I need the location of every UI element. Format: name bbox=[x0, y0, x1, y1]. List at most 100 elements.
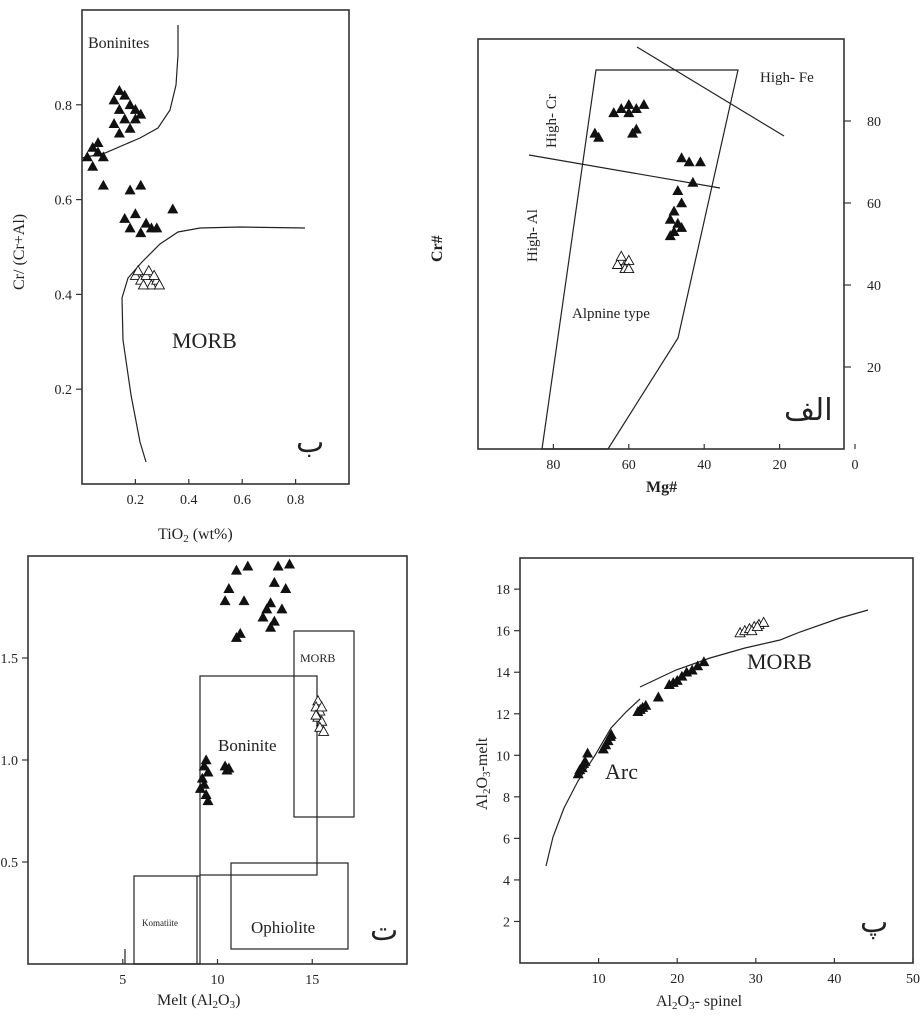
panel-alef-fe-divider bbox=[636, 46, 785, 137]
panel-te-point-filled bbox=[230, 564, 242, 575]
panel-alef-point-filled bbox=[672, 185, 684, 195]
panel-alef-point-filled bbox=[687, 176, 699, 187]
panel-te-y-ticks: 0.5 1.0 1.5 bbox=[1, 652, 28, 871]
panel-b-point-filled bbox=[87, 160, 99, 171]
panel-alef-point-open bbox=[615, 250, 628, 261]
panel-b-boninite-boundary bbox=[81, 25, 179, 159]
panel-b-y-ticks: 0.2 0.4 0.6 0.8 bbox=[55, 99, 82, 398]
panel-b-point-filled bbox=[124, 222, 136, 233]
panel-te-x-tick-label: 10 bbox=[211, 973, 225, 988]
panel-pe-y-tick-label: 8 bbox=[503, 791, 510, 806]
panel-te-y-tick-label: 0.5 bbox=[1, 856, 19, 871]
panel-te-point-filled bbox=[202, 795, 214, 806]
panel-pe-point-open bbox=[751, 620, 764, 631]
panel-te-point-open bbox=[317, 725, 330, 736]
panel-te-point-filled bbox=[265, 597, 277, 608]
panel-te-tag: ت bbox=[370, 913, 398, 948]
panel-pe-tag: پ bbox=[860, 905, 888, 940]
panel-te-point-filled bbox=[219, 595, 231, 606]
panel-te-morb-field bbox=[293, 630, 355, 818]
panel-b-point-open bbox=[142, 264, 155, 276]
panel-alef-y-tick-label: 20 bbox=[867, 361, 881, 376]
panel-b-y-tick-label: 0.2 bbox=[55, 383, 73, 398]
panel-b-point-filled bbox=[97, 151, 109, 162]
panel-alef-point-filled bbox=[668, 205, 680, 216]
panel-te-ophiolite-field bbox=[230, 862, 349, 950]
panel-b-region-boninites: Boninites bbox=[88, 35, 149, 52]
panel-alef-point-filled bbox=[694, 156, 706, 167]
panel-b-point-filled bbox=[135, 179, 147, 190]
panel-b-x-label: TiO2 (wt%) bbox=[158, 526, 233, 545]
panel-te-frame bbox=[27, 555, 408, 965]
panel-b-x-ticks: 0.2 0.4 0.6 0.8 bbox=[127, 479, 305, 508]
panel-te-point-filled bbox=[223, 583, 235, 593]
panel-pe-x-tick-label: 20 bbox=[670, 972, 684, 987]
panel-pe-point-open bbox=[757, 616, 770, 627]
panel-pe-region-arc: Arc bbox=[605, 759, 638, 784]
panel-pe-x-tick-label: 40 bbox=[827, 972, 841, 987]
panel-pe-y-tick-label: 4 bbox=[503, 874, 510, 889]
panel-b-point-filled bbox=[135, 227, 147, 238]
panel-b-x-tick-label: 0.8 bbox=[287, 493, 305, 508]
panel-b-y-tick-label: 0.4 bbox=[55, 288, 73, 303]
panel-te-point-filled bbox=[268, 576, 280, 587]
panel-alef-region-high-cr: High- Cr bbox=[544, 94, 560, 148]
panel-te-x-ticks: 5 10 15 bbox=[119, 959, 319, 988]
panel-pe-marks bbox=[572, 616, 770, 779]
panel-alef-point-filled bbox=[623, 107, 635, 118]
panel-pe-point-filled bbox=[652, 691, 664, 702]
panel-te-x-tick-label: 5 bbox=[119, 973, 126, 988]
panel-pe-x-tick-label: 50 bbox=[906, 972, 920, 987]
panel-te-point-filled bbox=[280, 583, 292, 593]
panel-te-boninite-field bbox=[199, 675, 318, 876]
panel-alef-point-filled bbox=[664, 230, 676, 241]
panel-pe-point-filled bbox=[698, 656, 710, 667]
panel-b-x-tick-label: 0.4 bbox=[180, 493, 198, 508]
panel-te-point-filled bbox=[284, 558, 296, 569]
panel-b-point-filled bbox=[167, 203, 179, 214]
panel-alef-region-high-al: High- Al bbox=[525, 209, 541, 262]
panel-alef-y-tick-label: 40 bbox=[867, 279, 881, 294]
panel-te-region-boninite: Boninite bbox=[218, 736, 277, 755]
panel-alef-chart: 80 60 40 20 0 20 40 60 80 High- Fe High- Cr Hig… bbox=[429, 38, 881, 496]
panel-pe-y-label: Al2O3-melt bbox=[474, 737, 493, 810]
panel-alef-point-filled bbox=[664, 213, 676, 224]
panel-b-point-filled bbox=[113, 127, 125, 138]
panel-pe-chart: 10 20 30 40 50 2 4 6 8 10 12 14 16 18 MORB Arc پ Al2… bbox=[474, 557, 920, 1012]
panel-te-komatiite-field bbox=[133, 875, 201, 965]
panel-b-region-morb: MORB bbox=[172, 328, 237, 353]
panel-pe-y-tick-label: 12 bbox=[496, 708, 510, 723]
panel-pe-region-morb: MORB bbox=[747, 649, 812, 674]
panel-b-x-tick-label: 0.6 bbox=[233, 493, 251, 508]
panel-b-point-filled bbox=[129, 208, 141, 219]
panel-alef-y-tick-label: 80 bbox=[867, 115, 881, 130]
panel-pe-frame bbox=[519, 557, 914, 964]
panel-te-region-komatiite: Komatiite bbox=[142, 918, 178, 928]
panel-te-point-open bbox=[315, 701, 328, 712]
panel-alef-point-filled bbox=[638, 98, 650, 109]
panel-pe-y-ticks: 2 4 6 8 10 12 14 16 18 bbox=[496, 583, 520, 930]
panel-alef-x-tick-label: 40 bbox=[697, 458, 711, 473]
panel-pe-x-ticks: 10 20 30 40 50 bbox=[592, 958, 920, 987]
panel-alef-tag: الف bbox=[784, 393, 833, 428]
panel-te-point-filled bbox=[238, 595, 250, 606]
panel-pe-point-filled bbox=[582, 747, 594, 758]
panel-alef-x-tick-label: 60 bbox=[622, 458, 636, 473]
panel-te-point-filled bbox=[202, 766, 214, 777]
panel-alef-region-alpine: Alpnine type bbox=[572, 306, 650, 322]
panel-te-x-tick-label: 15 bbox=[305, 973, 319, 988]
panel-b-point-filled bbox=[81, 151, 93, 162]
panel-pe-morb-curve bbox=[639, 609, 869, 688]
panel-te-point-filled bbox=[272, 560, 284, 571]
panel-b-chart: 0.2 0.4 0.6 0.8 0.2 0.4 0.6 0.8 Boninites MORB… bbox=[11, 9, 350, 545]
panel-alef-point-filled bbox=[676, 152, 688, 163]
panel-alef-x-tick-label: 80 bbox=[546, 458, 560, 473]
panel-te-point-filled bbox=[276, 603, 288, 614]
panel-te-point-filled bbox=[257, 611, 269, 622]
panel-te-point-filled bbox=[194, 782, 206, 793]
panel-te-point-filled bbox=[261, 603, 273, 614]
panel-te-y-tick-label: 1.0 bbox=[1, 754, 19, 769]
panel-te-point-filled bbox=[230, 631, 242, 642]
panel-b-tag: ب bbox=[296, 425, 324, 460]
